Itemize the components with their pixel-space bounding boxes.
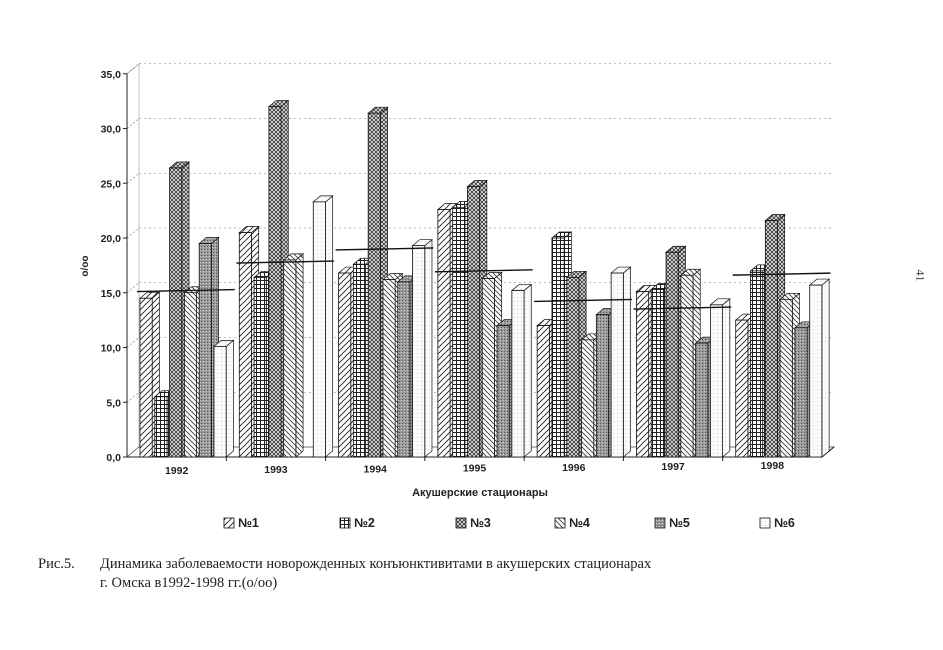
- x-tick-label: 1997: [661, 461, 685, 473]
- average-line: [136, 288, 235, 293]
- legend-label: №6: [774, 516, 795, 530]
- y-tick-label: 0,0: [106, 452, 121, 464]
- x-tick-label: 1998: [761, 460, 785, 472]
- y-axis-label: о/оо: [80, 255, 91, 276]
- legend-label: №3: [470, 516, 491, 530]
- y-tick-label: 5,0: [106, 397, 121, 409]
- legend-item: №1: [223, 516, 259, 530]
- bar: [312, 195, 334, 458]
- gridline-side: [126, 173, 140, 184]
- legend-label: №1: [238, 516, 259, 530]
- y-tick-label: 35,0: [101, 69, 122, 81]
- bar-chart: 0,0 5,0 10,0 15,0 20,0 25,0 30,0 35,0 о/оо Акушер…: [80, 63, 836, 530]
- bar: [411, 238, 433, 458]
- page-number: 41: [913, 269, 928, 282]
- x-tick-label: 1993: [264, 464, 288, 476]
- gridline-side: [126, 282, 140, 293]
- gridline-side: [126, 392, 140, 403]
- x-axis-label: Акушерские стационары: [412, 487, 548, 499]
- legend-item: №6: [759, 516, 795, 530]
- gridline-side: [126, 227, 140, 239]
- bar: [709, 298, 731, 458]
- average-line: [633, 306, 732, 310]
- y-tick-label: 25,0: [101, 178, 122, 190]
- legend-swatch: [339, 517, 351, 529]
- legend-item: №2: [339, 516, 375, 530]
- caption-label: Рис.5.: [38, 556, 75, 572]
- legend-swatch: [554, 517, 566, 529]
- y-tick-label: 15,0: [101, 288, 122, 300]
- bar: [282, 253, 305, 458]
- legend-swatch: [759, 517, 771, 529]
- x-tick-label: 1992: [165, 465, 189, 477]
- bar: [808, 278, 831, 458]
- legend-label: №5: [669, 516, 690, 530]
- average-line: [236, 260, 335, 264]
- legend-swatch: [455, 517, 467, 529]
- y-tick-label: 10,0: [101, 343, 122, 355]
- average-line: [434, 269, 533, 273]
- legend-label: №2: [354, 516, 375, 530]
- legend-item: №4: [554, 516, 590, 530]
- average-line: [732, 272, 831, 276]
- average-line: [335, 247, 434, 251]
- legend-item: №3: [455, 516, 491, 530]
- average-line: [534, 298, 632, 303]
- x-tick-label: 1994: [364, 463, 388, 475]
- bar: [610, 266, 632, 458]
- caption-line-1: Динамика заболеваемости новорожденных ко…: [100, 556, 652, 572]
- caption-text: Динамика заболеваемости новорожденных ко…: [100, 555, 880, 593]
- legend-label: №4: [569, 516, 590, 530]
- bar: [213, 339, 235, 458]
- x-tick-label: 1995: [463, 463, 487, 475]
- legend-item: №5: [654, 516, 690, 530]
- gridline-side: [126, 446, 140, 458]
- y-tick-label: 30,0: [101, 124, 122, 136]
- gridline-side: [126, 337, 140, 348]
- gridline-side: [126, 118, 140, 129]
- y-tick-label: 20,0: [101, 233, 122, 245]
- side-wall: [126, 63, 140, 458]
- bar: [510, 283, 533, 458]
- caption-line-2: г. Омска в1992-1998 гг.(о/оо): [100, 575, 278, 591]
- legend-swatch: [654, 517, 666, 529]
- x-tick-label: 1996: [562, 462, 586, 474]
- legend-swatch: [223, 517, 235, 529]
- gridline-side: [126, 63, 140, 74]
